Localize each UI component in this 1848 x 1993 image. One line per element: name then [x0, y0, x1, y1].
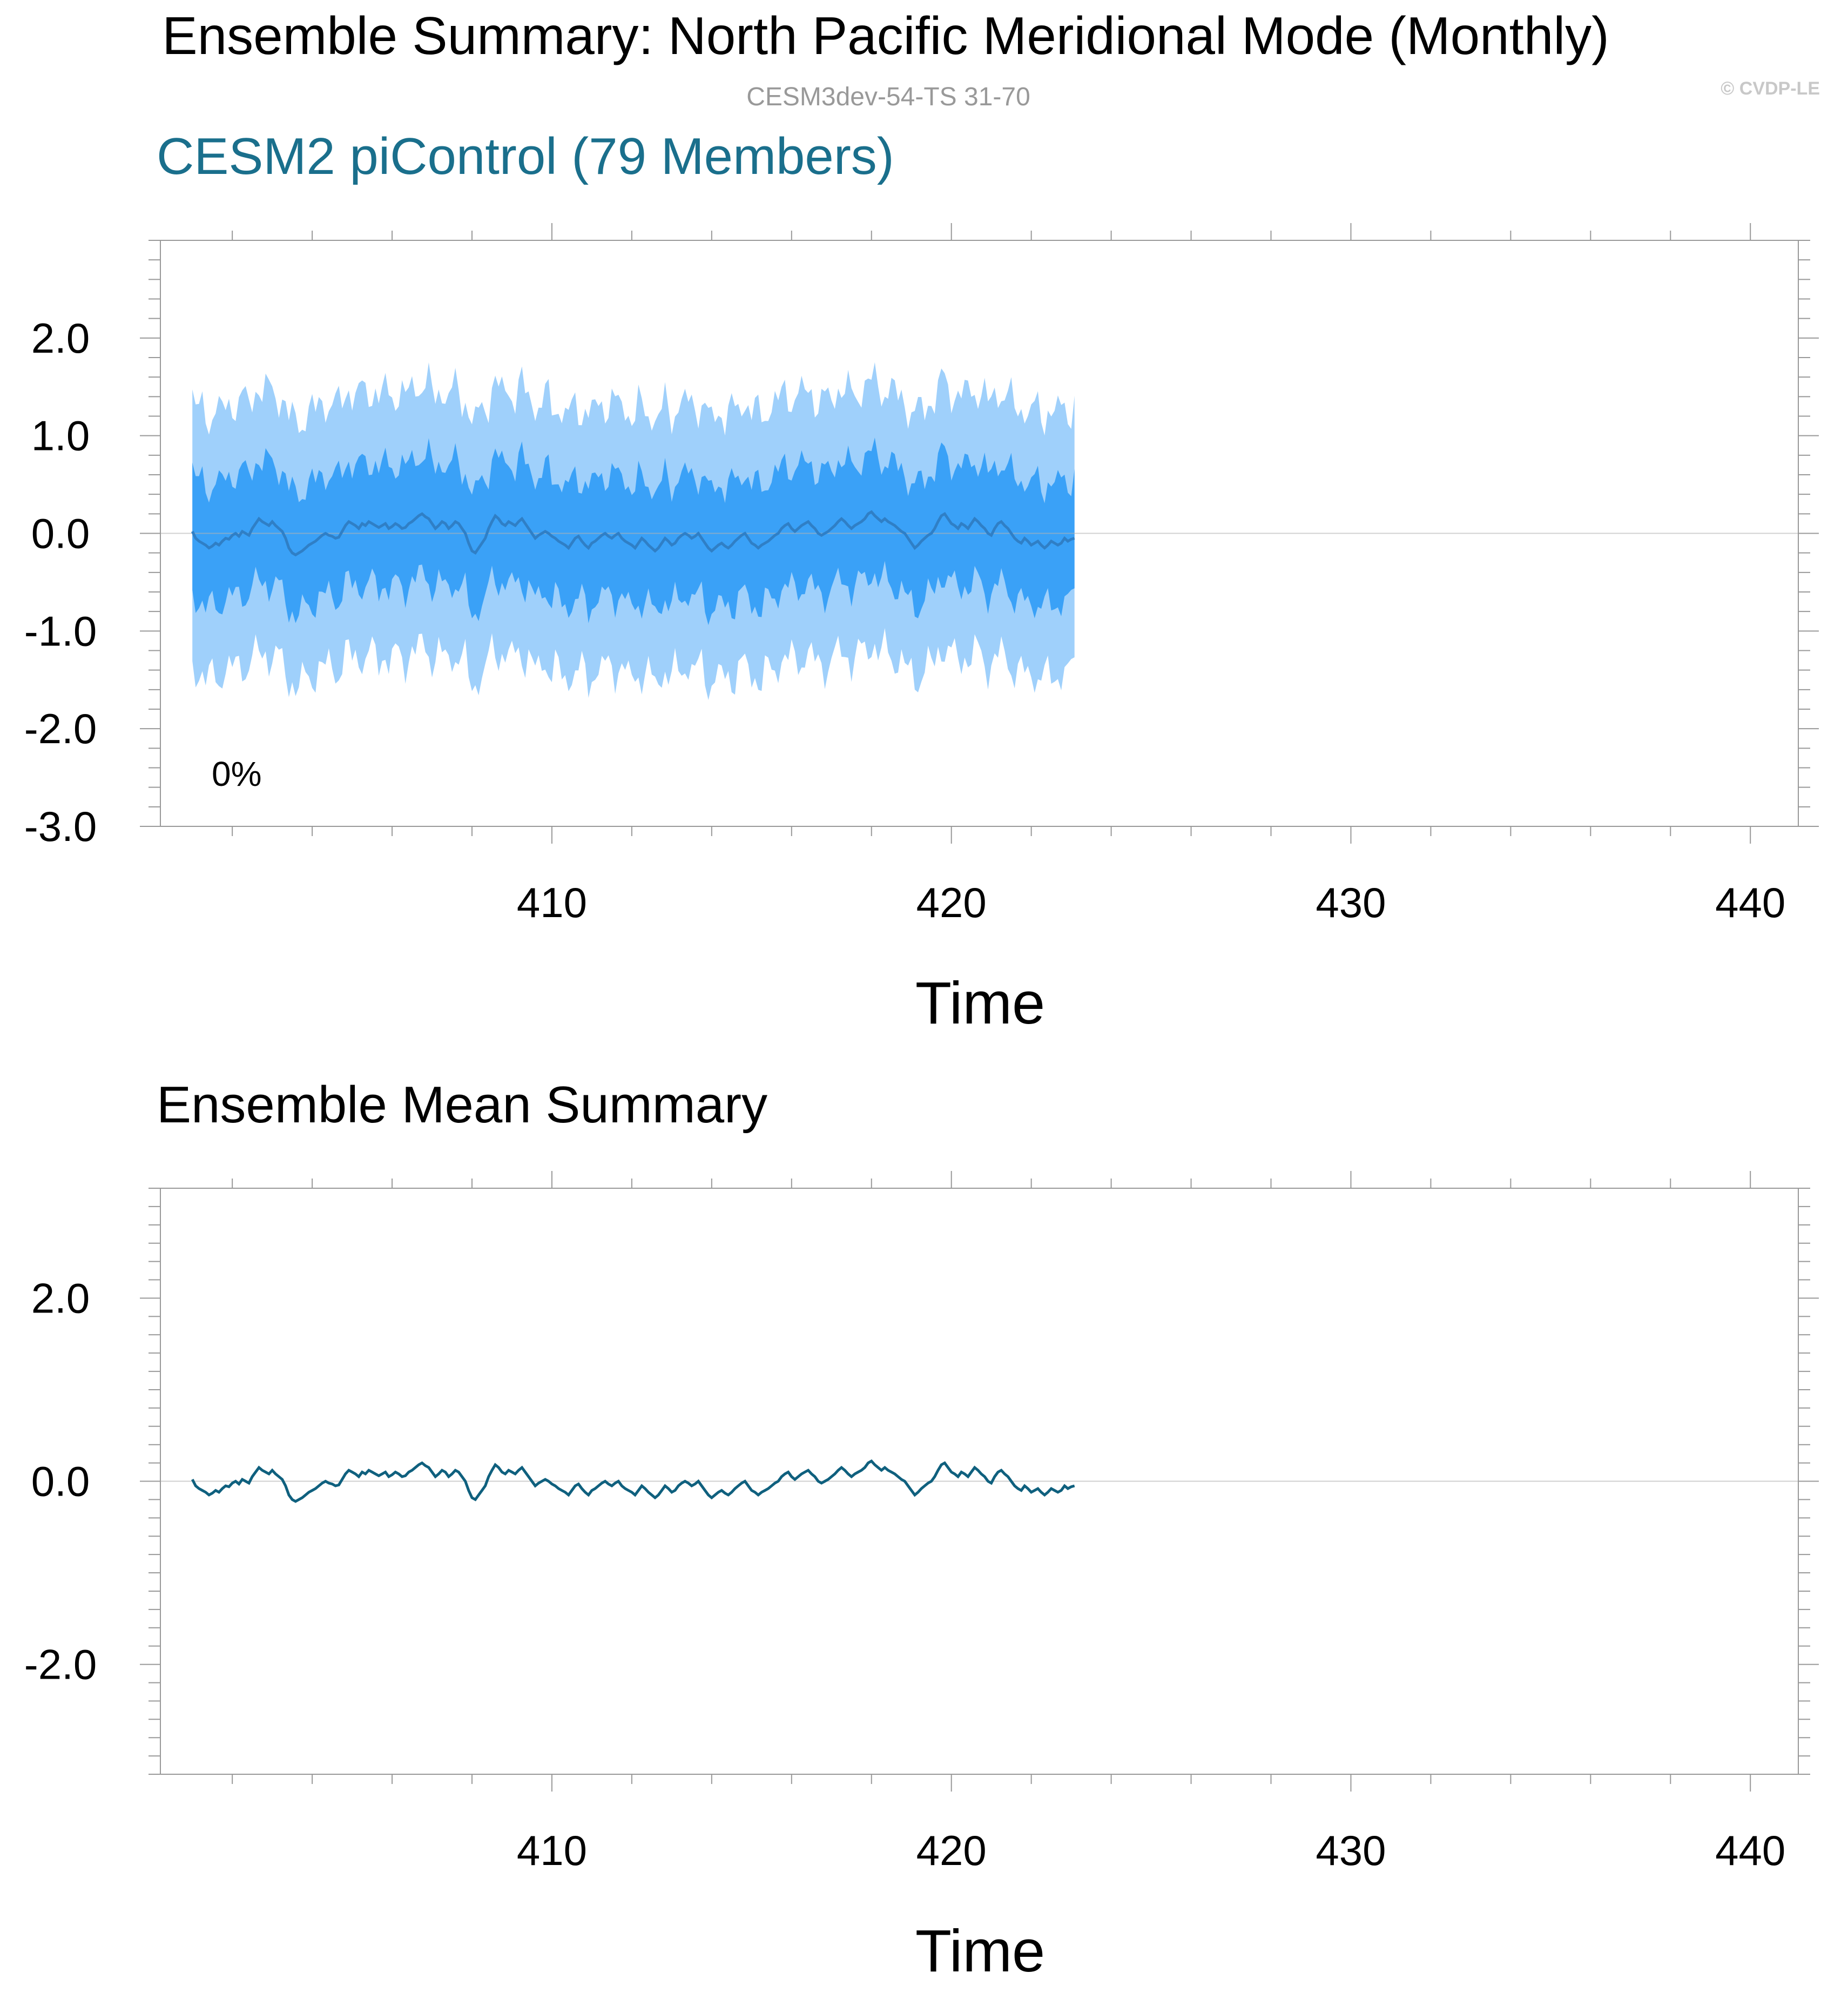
y-tick-label: -3.0 [24, 803, 97, 850]
y-tick-label: 0.0 [31, 510, 90, 557]
y-tick-label: -2.0 [24, 705, 97, 752]
x-tick-label: 420 [916, 879, 987, 926]
ensemble-mean-line [191, 1459, 1075, 1503]
panel-title-top: CESM2 piControl (79 Members) [157, 127, 894, 185]
y-tick-label: -2.0 [24, 1641, 97, 1688]
y-tick-label: 0.0 [31, 1458, 90, 1505]
x-tick-label: 440 [1715, 879, 1785, 926]
x-tick-label: 430 [1316, 879, 1386, 926]
top-annotation: 0% [212, 755, 262, 793]
watermark: © CVDP-LE [1721, 78, 1820, 99]
y-tick-label: 2.0 [31, 314, 90, 362]
top-xlabel: Time [915, 970, 1045, 1036]
inner-spread-band [192, 437, 1075, 625]
bottom-xlabel: Time [915, 1918, 1045, 1984]
x-tick-label: 410 [517, 1827, 587, 1874]
x-tick-label: 410 [517, 879, 587, 926]
figure-subtitle: CESM3dev-54-TS 31-70 [746, 83, 1030, 111]
figure-title: Ensemble Summary: North Pacific Meridion… [162, 6, 1609, 65]
y-tick-label: 2.0 [31, 1274, 90, 1322]
y-tick-label: -1.0 [24, 607, 97, 655]
ensemble-mean-line [191, 510, 1075, 557]
panel-title-bottom: Ensemble Mean Summary [157, 1076, 767, 1134]
bottom-panel: 410 420 430 440 -2.0 0.0 2.0 [24, 1171, 1819, 1874]
x-tick-label: 440 [1715, 1827, 1785, 1874]
x-tick-label: 420 [916, 1827, 987, 1874]
y-tick-label: 1.0 [31, 412, 90, 460]
top-panel: 410 420 430 440 -3.0 -2.0 -1.0 0.0 1.0 2.0 [24, 223, 1819, 926]
x-tick-label: 430 [1316, 1827, 1386, 1874]
